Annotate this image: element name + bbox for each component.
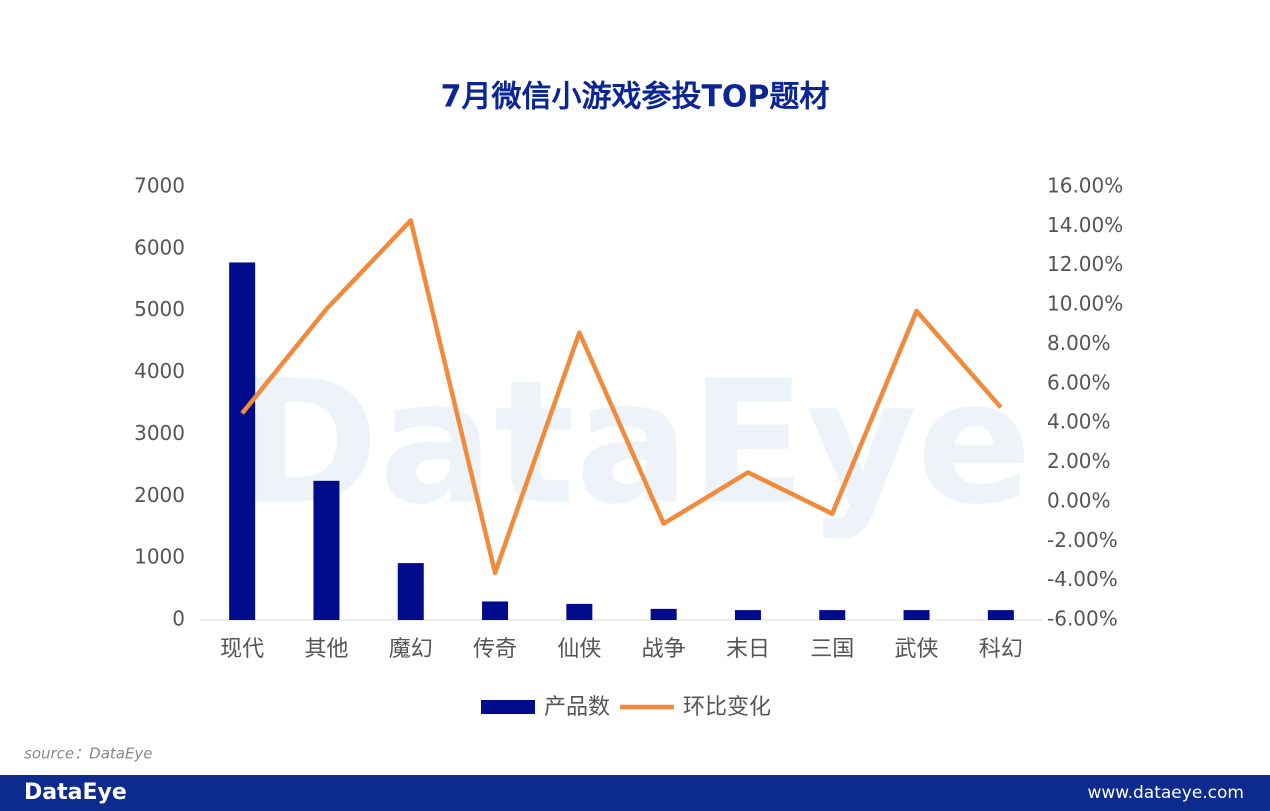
x-tick-label: 科幻 xyxy=(979,637,1023,662)
y2-tick-label: 2.00% xyxy=(1047,449,1111,473)
y-tick-label: 7000 xyxy=(134,174,185,198)
chart-title: 7月微信小游戏参投TOP题材 xyxy=(441,80,830,115)
x-tick-label: 仙侠 xyxy=(557,637,601,662)
bar xyxy=(987,610,1014,620)
x-tick-label: 末日 xyxy=(726,637,770,662)
line xyxy=(240,218,1003,576)
y-tick-label: 5000 xyxy=(134,297,185,321)
bar xyxy=(566,603,593,620)
x-tick-label: 现代 xyxy=(220,637,264,662)
y2-tick-label: 6.00% xyxy=(1047,370,1111,394)
legend-swatch xyxy=(481,700,535,714)
y2-tick-label: -2.00% xyxy=(1047,528,1118,552)
y-tick-label: 4000 xyxy=(134,359,185,383)
x-tick-label: 传奇 xyxy=(473,637,517,662)
watermark: DataEye xyxy=(238,344,1032,542)
y2-tick-label: 14.00% xyxy=(1047,213,1123,237)
y2-tick-label: 16.00% xyxy=(1047,174,1123,198)
bar xyxy=(734,610,761,620)
y-tick-label: 6000 xyxy=(134,235,185,259)
y-tick-label: 2000 xyxy=(134,483,185,507)
y2-tick-label: 0.00% xyxy=(1047,488,1111,512)
y2-tick-label: -4.00% xyxy=(1047,567,1118,591)
y2-tick-label: 4.00% xyxy=(1047,410,1111,434)
bar xyxy=(819,610,846,620)
bar xyxy=(650,608,677,620)
y2-tick-label: -6.00% xyxy=(1047,607,1118,631)
bar xyxy=(482,601,509,620)
y2-tick-label: 8.00% xyxy=(1047,331,1111,355)
website: www.dataeye.com xyxy=(1087,783,1244,803)
x-tick-label: 其他 xyxy=(304,637,348,662)
bar xyxy=(903,610,930,620)
legend-label: 产品数 xyxy=(544,695,610,720)
x-tick-label: 武侠 xyxy=(895,637,939,662)
bar xyxy=(397,563,424,620)
bar xyxy=(229,262,256,620)
y-tick-label: 3000 xyxy=(134,421,185,445)
x-tick-label: 战争 xyxy=(642,637,686,662)
y-tick-label: 0 xyxy=(172,607,185,631)
x-tick-label: 三国 xyxy=(810,637,854,662)
brand: DataEye xyxy=(24,780,127,805)
y-tick-label: 1000 xyxy=(134,545,185,569)
legend-label: 环比变化 xyxy=(683,695,771,720)
footer xyxy=(0,775,1270,811)
bar xyxy=(313,480,340,620)
source: source：DataEye xyxy=(24,745,153,763)
y2-tick-label: 12.00% xyxy=(1047,252,1123,276)
y2-tick-label: 10.00% xyxy=(1047,292,1123,316)
x-tick-label: 魔幻 xyxy=(389,637,433,662)
